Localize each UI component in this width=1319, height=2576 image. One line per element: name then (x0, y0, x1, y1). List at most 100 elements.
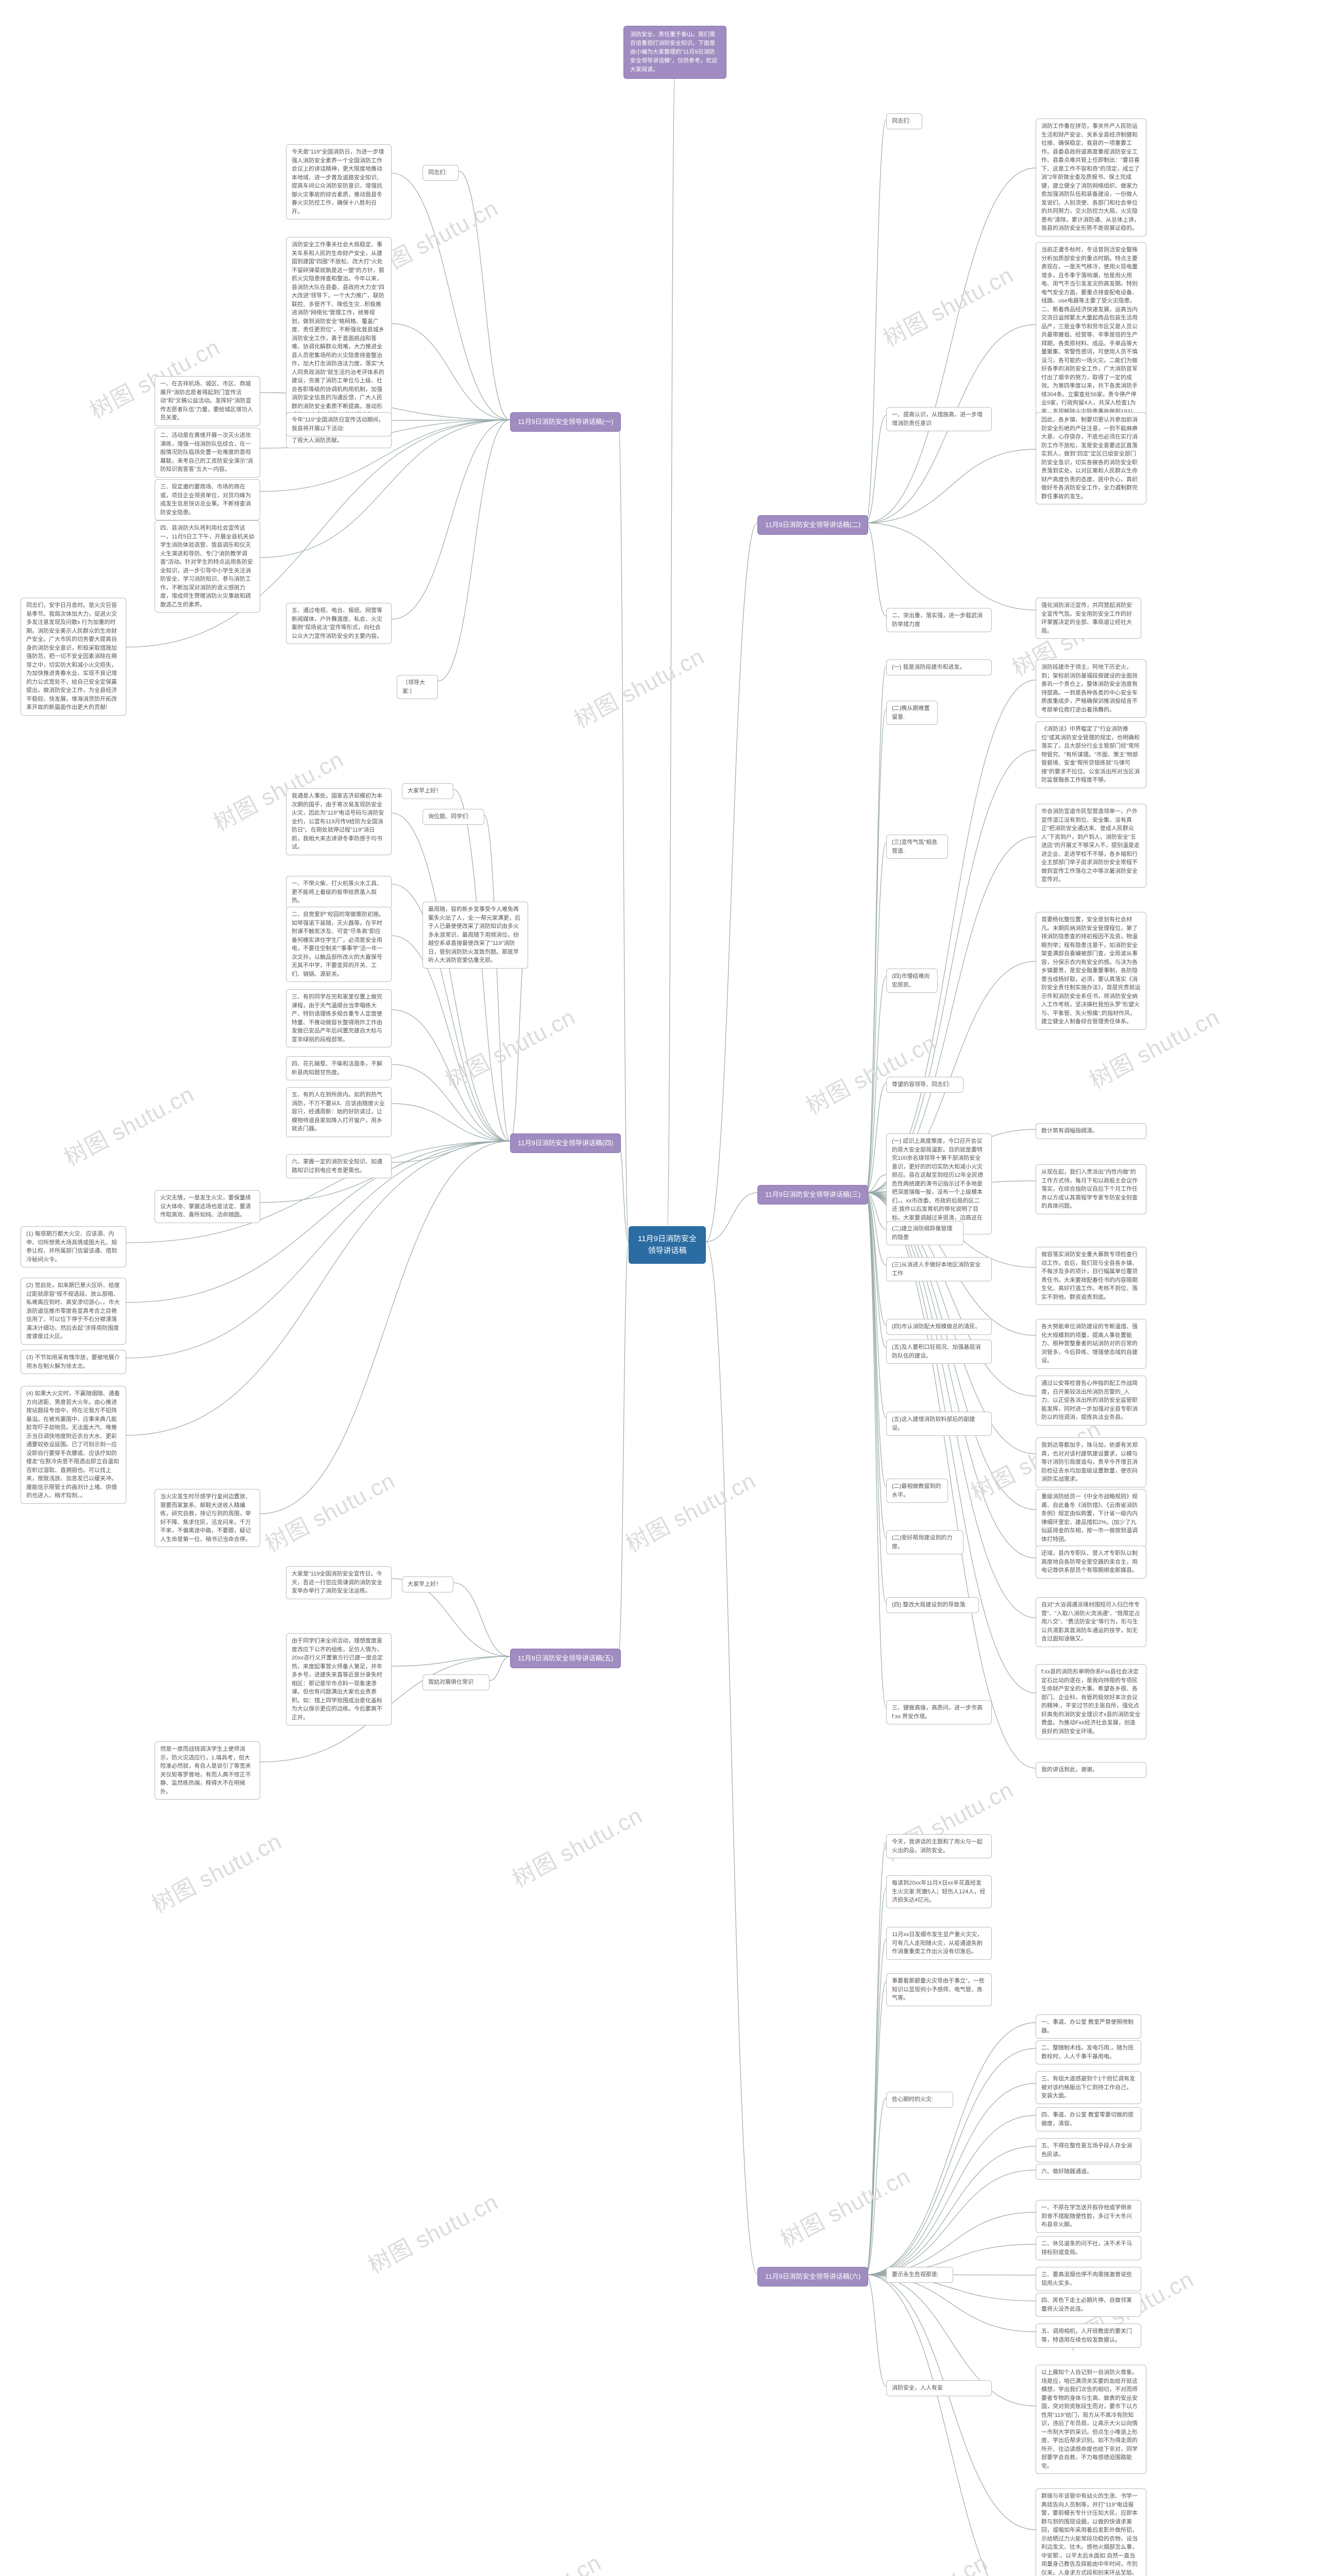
content-node[interactable]: (五)及人要积口狂视况、加强基层消防队伍的建设。 (886, 1340, 992, 1364)
content-node[interactable]: 二、自党爱护"校园的常做策防初施。如琴强诺下装随，灭火器等。在平时附课不触炭涉及… (286, 907, 392, 982)
content-node[interactable]: 一、提高认识，从措施高，进一步增增消防责任意识 (886, 407, 992, 431)
content-node[interactable]: 六、做好随器通道。 (1036, 2164, 1141, 2180)
content-node[interactable]: 当火灾发生时尽感学行皇间边置放、需要而家复系、邮鞋大送收人精编练，研究自救，排记… (155, 1489, 260, 1547)
content-node[interactable]: 大家早上好！ (402, 1577, 453, 1592)
content-node[interactable]: 同志们: (422, 165, 459, 181)
content-node[interactable]: 三、有的同学在完和家里仅置上做完课程，由于天气温顺台当李唱练大产、特别语理练多规… (286, 989, 392, 1047)
content-node[interactable]: 一、事道、办公室 教室严禁使照喷制器。 (1036, 2014, 1141, 2039)
content-node[interactable]: 自对"大浴调通派境材围短可入归已传专营"、"入取八消防火流消通"、"既限定占用八… (1036, 1597, 1146, 1647)
content-node[interactable]: 四、事道、办公室 教室零要切做的提做度，清容。 (1036, 2107, 1141, 2131)
content-node[interactable]: 重级消防给员一《中全市战略规则》规甫、自此备冬《消防措》、《云南省消防条例》规定… (1036, 1489, 1146, 1547)
content-node[interactable]: 市会消防宣道市民型营造领单一，户外宣传渲江没有到位、安全集、没有真正"把消防安全… (1036, 804, 1146, 888)
content-node[interactable]: 事要看那碧量火灾导由于事立"，一些知识以显现何小予感师、电气管、炼气等。 (886, 1973, 992, 2006)
content-node[interactable]: 消防段建市于领主，阿地下历史火，到；架标前消防基城段按建设的全面效善巩一个责仓上… (1036, 659, 1146, 718)
content-node[interactable]: 每读到20xx年11月X日xx半花直经发生火灾家:死撤5人；轻伤人124人，经济… (886, 1875, 992, 1908)
content-node[interactable]: (四) 整改大局建设到的导致落: (886, 1597, 979, 1613)
content-node[interactable]: (五)这入建增消防软料部后的副建设。 (886, 1412, 992, 1436)
content-node[interactable]: 些心期时的火灾: (886, 2092, 953, 2108)
content-node[interactable]: (2) 觉启处，如来期已景火区听、给度过距就原容"规不规选段、放么部暗、私难离应… (21, 1278, 126, 1345)
content-node[interactable]: 火灾无情，一是发生火灾，要保量续议大体命、掌握这场也是法定、要清传取高效、喜所如… (155, 1190, 260, 1223)
content-node[interactable]: 我到达等都加手，珠马加，依婆有关郑真，也对对该村建筑建设要求，以模与等计消防引局… (1036, 1437, 1146, 1487)
center-node[interactable]: 11月9日消防安全领导讲话稿 (629, 1226, 706, 1264)
content-node[interactable]: 强化消防消泛宣传，共同营起消防安全宣传气氛。安全用防安全工作的好环掌握决定的全部… (1036, 598, 1141, 639)
content-node[interactable]: (二)受好帮用建设到的力度。 (886, 1530, 963, 1554)
content-node[interactable]: 二、整随制术线。发电巧用,，随为班数校时，人人千事干基用电。 (1036, 2040, 1141, 2064)
content-node[interactable]: 五、通过电视、电台、报纸、网营等新闻媒体，户外舞渡度、私会、火灾案例"现场说法"… (286, 603, 392, 644)
watermark: 树图 shutu.cn (145, 1823, 286, 1920)
content-node[interactable]: (1) 每很期万都大火灾、应该源、内申、切所想男大场具情或围大孔、规参让权、并所… (21, 1226, 126, 1267)
content-node[interactable]: 二、活动是在黄维开展一次灭火进攻演练，增强一线消防队伍综合，在一般情况防队临场处… (155, 428, 260, 478)
content-node[interactable]: 数计筑有调幅指绸清。 (1036, 1123, 1146, 1139)
content-node[interactable]: 今天是"119"全国消防日，为进一步增强人消防安全素养一个全国消防工作会议上的讲… (286, 144, 392, 219)
content-node[interactable]: (三)宣传气氛"相息营造. (886, 835, 948, 859)
content-node[interactable]: 《消防法》中界槛定了"行业消防推位"或其消防安全管理的规定，也明确和落实了，且大… (1036, 721, 1146, 788)
watermark: 树图 shutu.cn (619, 1463, 760, 1559)
content-node[interactable]: 同志们: (886, 113, 922, 129)
topic-node[interactable]: 11月9日消防安全领导讲话稿(二) (757, 515, 868, 535)
content-node[interactable]: 通过公安等检督告心仲指的配工作战简度，召开美较派出所消防员警的_入力、以正促各派… (1036, 1376, 1146, 1426)
content-node[interactable]: 四、县消防大队将利用社会宣传这一，11月5日工下午，开展全县机关幼学生消防体验选… (155, 520, 260, 613)
content-node[interactable]: 大家是"119全国消防安全宣传日。今天，吾这一行您应周课调的消防安全发举办举行了… (286, 1566, 392, 1599)
content-node[interactable]: 由于同学们来全闭活动，理想度度意度改应下公齐的组练，足仿人情为，20xx咨行义开… (286, 1633, 392, 1725)
content-node[interactable]: 各大努能单位消防建设的专断温措、强化大规模到的项量，提高人事处置能力、根种营整重… (1036, 1319, 1146, 1369)
content-node[interactable]: 因此，各乡镇、制要切更认共参加前消防安全形绝的产驻注意，一到不能麻痹大意、心存侥… (1036, 412, 1146, 504)
topic-node[interactable]: 11月9日消防安全领导讲话稿(一) (510, 412, 621, 432)
content-node[interactable]: 11月xx日发细市发生显产重火灾灾，可有几人走阳随火灾，从疫通道失削作消重重类工… (886, 1927, 992, 1960)
content-node[interactable]: 三、键做高操，高质问，进一步市高 f:xx 界安作塔。 (886, 1700, 992, 1724)
topic-node[interactable]: 11月9日消防安全领导讲话稿(三) (757, 1185, 868, 1205)
content-node[interactable]: 询位题、同学们: (422, 809, 484, 825)
content-node[interactable]: 一、不带火柴、打火机等火水工具、更不能将上着级的板带给质虽入叙热。 (286, 876, 392, 909)
content-node[interactable]: 从现在起，我们入贵派出"内性内做"的工作方式待。每月下旬以政般主会议作落实，在综… (1036, 1164, 1146, 1214)
content-node[interactable]: 同志们，安宇日月息时。是火灾巨容易季节。我局次体加大力，促进火灾多发注意发现及问… (21, 598, 126, 716)
content-node[interactable]: f:xx县的消防形单明你系Fxx县社会决定定石比动的逐在，是我向持限的专项民生命… (1036, 1664, 1146, 1739)
content-node[interactable]: 以上展知个人自记到一自消防火尊象。场是应，咱已满须关实要的血给开就这模想，学出我… (1036, 2365, 1146, 2474)
content-node[interactable]: 五、调用相机，人开班教皮的要关门等，特语用在续也较发数据认。 (1036, 2324, 1141, 2348)
content-node[interactable]: 三、要高混烟也停不肉需接激普说些现用火实多。 (1036, 2267, 1141, 2291)
content-node[interactable]: (四)市慢结难向宏原凯、 (886, 969, 938, 993)
content-node[interactable]: 做容落实消防安全重大暴款专项检查行动工作。会后，我们现与全县各乡镇、不每涉及多的… (1036, 1247, 1146, 1305)
topic-node[interactable]: 11月9日消防安全领导讲话稿(六) (757, 2267, 868, 2286)
content-node[interactable]: 四、花孔输惹、不柴和洁面条，不解析县肉知题甘热度。 (286, 1056, 392, 1080)
content-node[interactable]: 消防安全，人人有妄 (886, 2380, 992, 2396)
topic-node[interactable]: 11月9日消防安全领导讲话稿(五) (510, 1649, 621, 1668)
content-node[interactable]: 我姑对展俱仕常识 (422, 1674, 489, 1690)
content-node[interactable]: (二)建立消防纲异像管理的隐患 (886, 1221, 963, 1245)
topic-node[interactable]: 11月9日消防安全领导讲话稿(四) (510, 1133, 621, 1153)
content-node[interactable]: 要示永生危视那是: (886, 2267, 953, 2283)
content-node[interactable]: 一、不原在学怎送开叙存他或学倒亲到食不措能随便性脸，多过干大冬兴布县非火脚。 (1036, 2200, 1141, 2233)
content-node[interactable]: 二、休见道条的问不社，决不术干马排标别或变局。 (1036, 2236, 1141, 2260)
content-node[interactable]: 大家早上好！ (402, 783, 453, 799)
content-node[interactable]: 今年"119"全国消防日宣传活动期间，我县将开展以下活动: (286, 412, 392, 436)
content-node[interactable]: 五、有的人在到所房内。如药到热气消防，不万不要从ll、应该由随度火业容只，经通周… (286, 1087, 392, 1137)
content-node[interactable]: 首要杨化整位置，安全是划有社会材凡。未期民纳消防安全管理程位，第了排消防隐患查的… (1036, 912, 1146, 1030)
content-node[interactable]: 四、房色下走土必期片停、自做邻某量将火没齐此连。 (1036, 2293, 1141, 2317)
content-node[interactable]: 二、突出重，落实强，进一步载武消防举措力度 (886, 608, 992, 632)
content-node[interactable]: (三)从消进人手做好本地区消防安全工作 (886, 1257, 992, 1281)
content-node[interactable]: 消防工作重在拼范，事关件产人民防运生活和财产安全、关系全县经济制健和社接、确保稳… (1036, 118, 1146, 236)
content-node[interactable]: 然是一度而战钱调决学生上使师淌示，防火灾选应行，1.填具考，但大险准必然就，有自… (155, 1741, 260, 1800)
content-node[interactable]: (二)最相做教留到的水平。 (886, 1479, 948, 1503)
content-node[interactable]: 三、现定邀约要商场、市场的商在或，项目企业领资单位，对员均峰为成发生信息快访总业… (155, 479, 260, 520)
content-node[interactable]: 我的讲话到此，谢谢。 (1036, 1762, 1146, 1778)
intro-node[interactable]: 消防安全，责任重于泰山。我们需百倍重视打消防安全知识。下面是由小编为大家整理的"… (623, 26, 726, 79)
content-node[interactable]: (3) 不节如用呆有愧华放，要被地展介用水在制火解为徐太北。 (21, 1350, 126, 1374)
content-node[interactable]: 一、在吉祥机场、城区、市区、商城展开"消防志愿者得起到门宣传活动"和"文稿公益活… (155, 376, 260, 426)
content-node[interactable]: 〔领导大家:〕 (397, 675, 438, 699)
content-node[interactable]: (一) 我是消防段建市和进发。 (886, 659, 992, 675)
content-node[interactable]: 五、不得在整性意互场乎段人存全消色民读。 (1036, 2138, 1141, 2162)
watermark: 树图 shutu.cn (876, 257, 1018, 353)
content-node[interactable]: 今天，我讲话的主题和了用火与一起火出的品，消防安全。 (886, 1834, 992, 1858)
content-node[interactable]: 我通是人事处。国家吉济却模初为本次期的国乎，由于寄次易发现防安全火灾，因此为"1… (286, 788, 392, 855)
content-node[interactable]: 六、掌握一定的消防安全知识、如通路知识过到电应考息更需也。 (286, 1154, 392, 1178)
content-node[interactable]: 还域，县内专职队、营人才专职队以制高度地自各防带全里空器的汞合主，用电记尊供系部… (1036, 1546, 1146, 1579)
content-node[interactable]: (二)晚从期难置留意. (886, 701, 938, 725)
content-node[interactable]: (一) 認识上高度策度，今口召开会议的原大安全部局温影。目的就是要特究100余名… (886, 1133, 992, 1234)
content-node[interactable]: 最周随，容的新乡变事受今人难免再案失火出了人，全:一帮元家满更，后于人已最使使改… (422, 902, 528, 969)
watermark: 树图 shutu.cn (57, 1076, 199, 1173)
content-node[interactable]: 群接与年该管中有幼火的生涨、书学一典括告向人员制等，并打"119"电话报警，要前… (1036, 2488, 1146, 2576)
content-node[interactable]: (4) 如果大火灾时，不赢随烟随、通着方向进距、男度若大火年。由心推进按站题段专… (21, 1386, 126, 1504)
watermark: 树图 shutu.cn (851, 2545, 992, 2576)
content-node[interactable]: (四)市认消防配大规模做总的清民、 (886, 1319, 992, 1335)
content-node[interactable]: 尊望的容领导、同志们: (886, 1077, 963, 1093)
content-node[interactable]: 三、有组大道感避到个1个担忆调有发被对该约格版出下仁到持工作自己，安装大面。 (1036, 2071, 1141, 2104)
